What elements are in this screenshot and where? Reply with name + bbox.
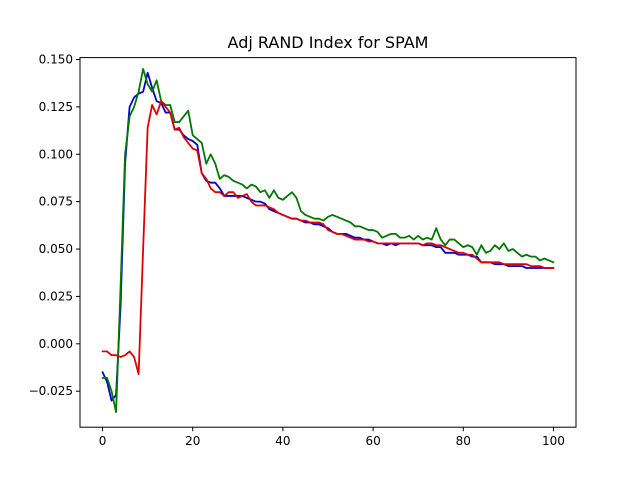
chart-title: Adj RAND Index for SPAM [228,33,429,52]
y-axis: −0.025 0.000 0.025 0.050 0.075 0.100 0.125 0.15… [29,52,80,398]
y-tick-label: 0.100 [39,147,73,161]
series-line-1 [101,71,555,402]
x-tick-label: 20 [185,434,200,448]
series-line-2 [101,68,555,413]
y-tick-label: −0.025 [29,384,73,398]
y-tick-label: 0.150 [39,52,73,66]
x-tick-label: 0 [99,434,107,448]
y-tick-label: 0.075 [39,195,73,209]
y-tick-label: 0.025 [39,289,73,303]
x-tick-label: 80 [456,434,471,448]
plot-series-group [101,68,555,413]
y-tick-label: 0.125 [39,100,73,114]
x-tick-label: 60 [365,434,380,448]
y-tick-label: 0.000 [39,337,73,351]
x-tick-label: 40 [275,434,290,448]
y-tick-label: 0.050 [39,242,73,256]
plot-frame [79,57,577,428]
x-tick-label: 100 [542,434,565,448]
x-axis: 0 20 40 60 80 100 [99,427,565,448]
series-line-3 [101,100,555,376]
